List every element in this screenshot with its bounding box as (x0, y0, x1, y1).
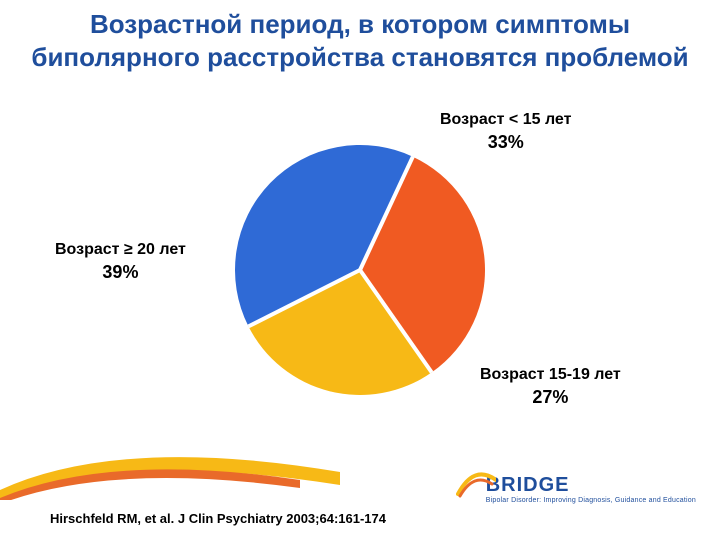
pie-chart-area: Возраст < 15 лет 33% Возраст 15-19 лет 2… (0, 120, 720, 460)
bridge-logo: BRIDGE Bipolar Disorder: Improving Diagn… (486, 474, 696, 504)
logo-tagline-text: Bipolar Disorder: Improving Diagnosis, G… (486, 497, 696, 504)
slice-label-percent: 33% (440, 131, 571, 154)
slice-label-20-plus: Возраст ≥ 20 лет 39% (55, 240, 186, 284)
slice-label-15-19: Возраст 15-19 лет 27% (480, 365, 621, 409)
logo-brand-text: BRIDGE (486, 474, 696, 497)
slice-label-under-15: Возраст < 15 лет 33% (440, 110, 571, 154)
slice-label-text: Возраст ≥ 20 лет (55, 241, 186, 258)
citation-text: Hirschfeld RM, et al. J Clin Psychiatry … (50, 511, 386, 526)
slice-label-percent: 39% (55, 261, 186, 284)
page-title: Возрастной период, в котором симптомы би… (30, 8, 690, 73)
slice-label-text: Возраст 15-19 лет (480, 366, 621, 383)
swoosh-inner (0, 469, 300, 500)
slice-label-percent: 27% (480, 386, 621, 409)
logo-arc-icon (456, 470, 496, 498)
swoosh-outer (0, 457, 340, 500)
slice-label-text: Возраст < 15 лет (440, 111, 571, 128)
